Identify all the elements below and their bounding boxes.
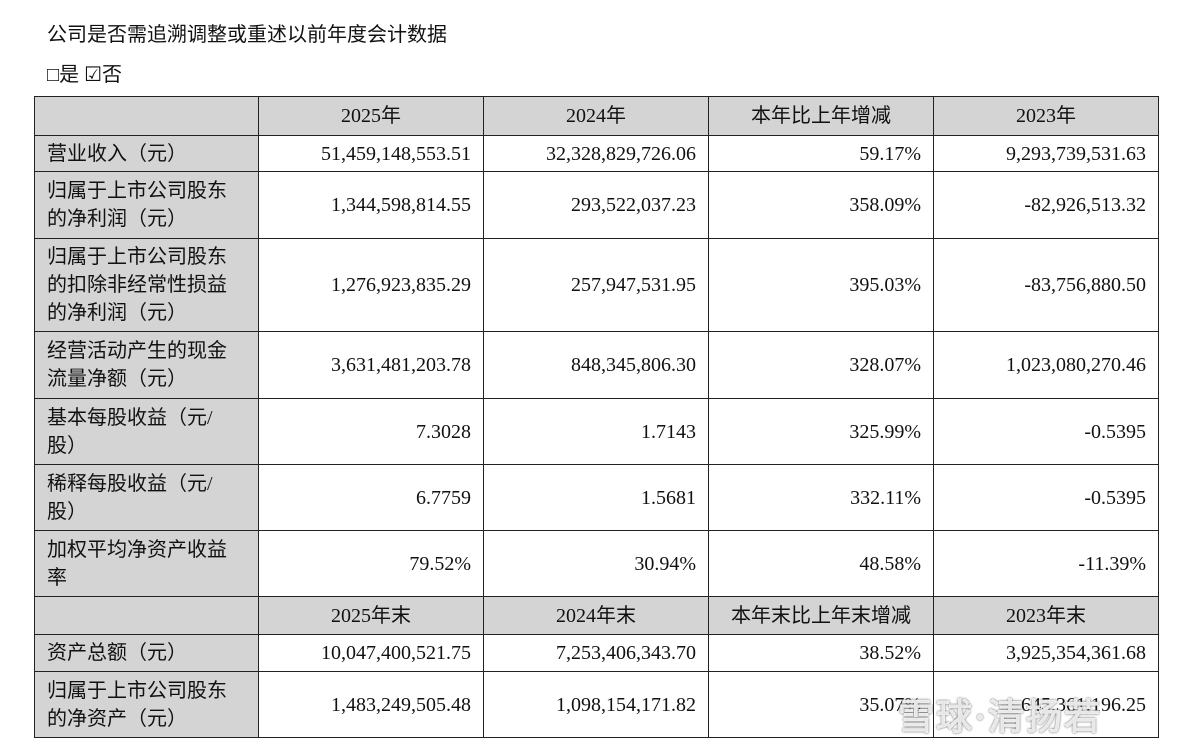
row-label: 加权平均净资产收益率 xyxy=(34,530,259,597)
cell: 1,344,598,814.55 xyxy=(258,171,484,239)
cell: 328.07% xyxy=(708,331,934,399)
cell: 79.52% xyxy=(258,530,484,597)
cell: 1,098,154,171.82 xyxy=(483,671,709,738)
row-label xyxy=(34,596,259,635)
row-label: 归属于上市公司股东的扣除非经常性损益的净利润（元） xyxy=(34,238,259,332)
row-label: 稀释每股收益（元/股） xyxy=(34,464,259,531)
cell: 332.11% xyxy=(708,464,934,531)
data-row: 归属于上市公司股东的净资产（元） 1,483,249,505.48 1,098,15… xyxy=(34,671,1159,738)
label-text: 基本每股收益（元/股） xyxy=(47,406,213,457)
cell: 645,361,196.25 xyxy=(933,671,1159,738)
data-row: 稀释每股收益（元/股） 6.7759 1.5681 332.11% -0.5395 xyxy=(34,464,1159,531)
cell: 9,293,739,531.63 xyxy=(933,135,1159,172)
cell: 6.7759 xyxy=(258,464,484,531)
column-header: 本年末比上年末增减 xyxy=(708,596,934,635)
label-text: 营业收入（元） xyxy=(47,142,187,165)
label-text: 归属于上市公司股东的净资产（元） xyxy=(47,679,227,730)
cell: 1,276,923,835.29 xyxy=(258,238,484,332)
cell: 48.58% xyxy=(708,530,934,597)
label-text: 归属于上市公司股东的净利润（元） xyxy=(47,180,227,230)
row-label: 营业收入（元） xyxy=(34,135,259,172)
cell: 358.09% xyxy=(708,171,934,239)
data-row: 归属于上市公司股东的扣除非经常性损益的净利润（元） 1,276,923,835.2… xyxy=(34,238,1159,332)
cell: 7.3028 xyxy=(258,398,484,465)
column-header: 2025年 xyxy=(258,96,484,136)
cell: 3,925,354,361.68 xyxy=(933,634,1159,672)
cell: 7,253,406,343.70 xyxy=(483,634,709,672)
cell: 32,328,829,726.06 xyxy=(483,135,709,172)
column-header: 2023年 xyxy=(933,96,1159,136)
title: 公司是否需追溯调整或重述以前年度会计数据 xyxy=(47,24,447,46)
cell: 1.5681 xyxy=(483,464,709,531)
column-header: 2024年末 xyxy=(483,596,709,635)
cell: 38.52% xyxy=(708,634,934,672)
cell: 51,459,148,553.51 xyxy=(258,135,484,172)
financial-table: 2025年 2024年 本年比上年增减 2023年营业收入（元） 51,459,148,… xyxy=(34,96,1159,738)
cell: 59.17% xyxy=(708,135,934,172)
header-row: 2025年末 2024年末 本年末比上年末增减 2023年末 xyxy=(34,596,1159,635)
row-label: 归属于上市公司股东的净利润（元） xyxy=(34,171,259,239)
label-text: 归属于上市公司股东的扣除非经常性损益的净利润（元） xyxy=(47,246,227,324)
cell: -82,926,513.32 xyxy=(933,171,1159,239)
cell: 1,483,249,505.48 xyxy=(258,671,484,738)
column-header: 2025年末 xyxy=(258,596,484,635)
cell: 3,631,481,203.78 xyxy=(258,331,484,399)
cell: 30.94% xyxy=(483,530,709,597)
data-row: 归属于上市公司股东的净利润（元） 1,344,598,814.55 293,522,… xyxy=(34,171,1159,239)
header-row: 2025年 2024年 本年比上年增减 2023年 xyxy=(34,96,1159,136)
column-header: 本年比上年增减 xyxy=(708,96,934,136)
cell: 257,947,531.95 xyxy=(483,238,709,332)
cell: -11.39% xyxy=(933,530,1159,597)
data-row: 营业收入（元） 51,459,148,553.51 32,328,829,726.0… xyxy=(34,135,1159,172)
cell: 1,023,080,270.46 xyxy=(933,331,1159,399)
row-label: 经营活动产生的现金流量净额（元） xyxy=(34,331,259,399)
cell: 1.7143 xyxy=(483,398,709,465)
cell: -0.5395 xyxy=(933,398,1159,465)
data-row: 经营活动产生的现金流量净额（元） 3,631,481,203.78 848,345,… xyxy=(34,331,1159,399)
column-header: 2023年末 xyxy=(933,596,1159,635)
data-row: 加权平均净资产收益率 79.52% 30.94% 48.58% -11.39% xyxy=(34,530,1159,597)
cell: 10,047,400,521.75 xyxy=(258,634,484,672)
label-text: 资产总额（元） xyxy=(47,642,187,664)
watermark: 雪球·清扬若 xyxy=(898,697,1103,737)
cell: 848,345,806.30 xyxy=(483,331,709,399)
column-header: 2024年 xyxy=(483,96,709,136)
restated-option: □是 ☑否 xyxy=(47,64,123,86)
cell: 293,522,037.23 xyxy=(483,171,709,239)
cell: 395.03% xyxy=(708,238,934,332)
cell: -0.5395 xyxy=(933,464,1159,531)
row-label: 归属于上市公司股东的净资产（元） xyxy=(34,671,259,738)
row-label: 资产总额（元） xyxy=(34,634,259,672)
cell: -83,756,880.50 xyxy=(933,238,1159,332)
cell: 325.99% xyxy=(708,398,934,465)
row-label xyxy=(34,96,259,136)
data-row: 基本每股收益（元/股） 7.3028 1.7143 325.99% -0.5395 xyxy=(34,398,1159,465)
cell: 35.07% xyxy=(708,671,934,738)
label-text: 经营活动产生的现金流量净额（元） xyxy=(47,340,227,390)
label-text: 稀释每股收益（元/股） xyxy=(47,472,213,523)
row-label: 基本每股收益（元/股） xyxy=(34,398,259,465)
label-text: 加权平均净资产收益率 xyxy=(47,538,227,589)
data-row: 资产总额（元） 10,047,400,521.75 7,253,406,343.70… xyxy=(34,634,1159,672)
